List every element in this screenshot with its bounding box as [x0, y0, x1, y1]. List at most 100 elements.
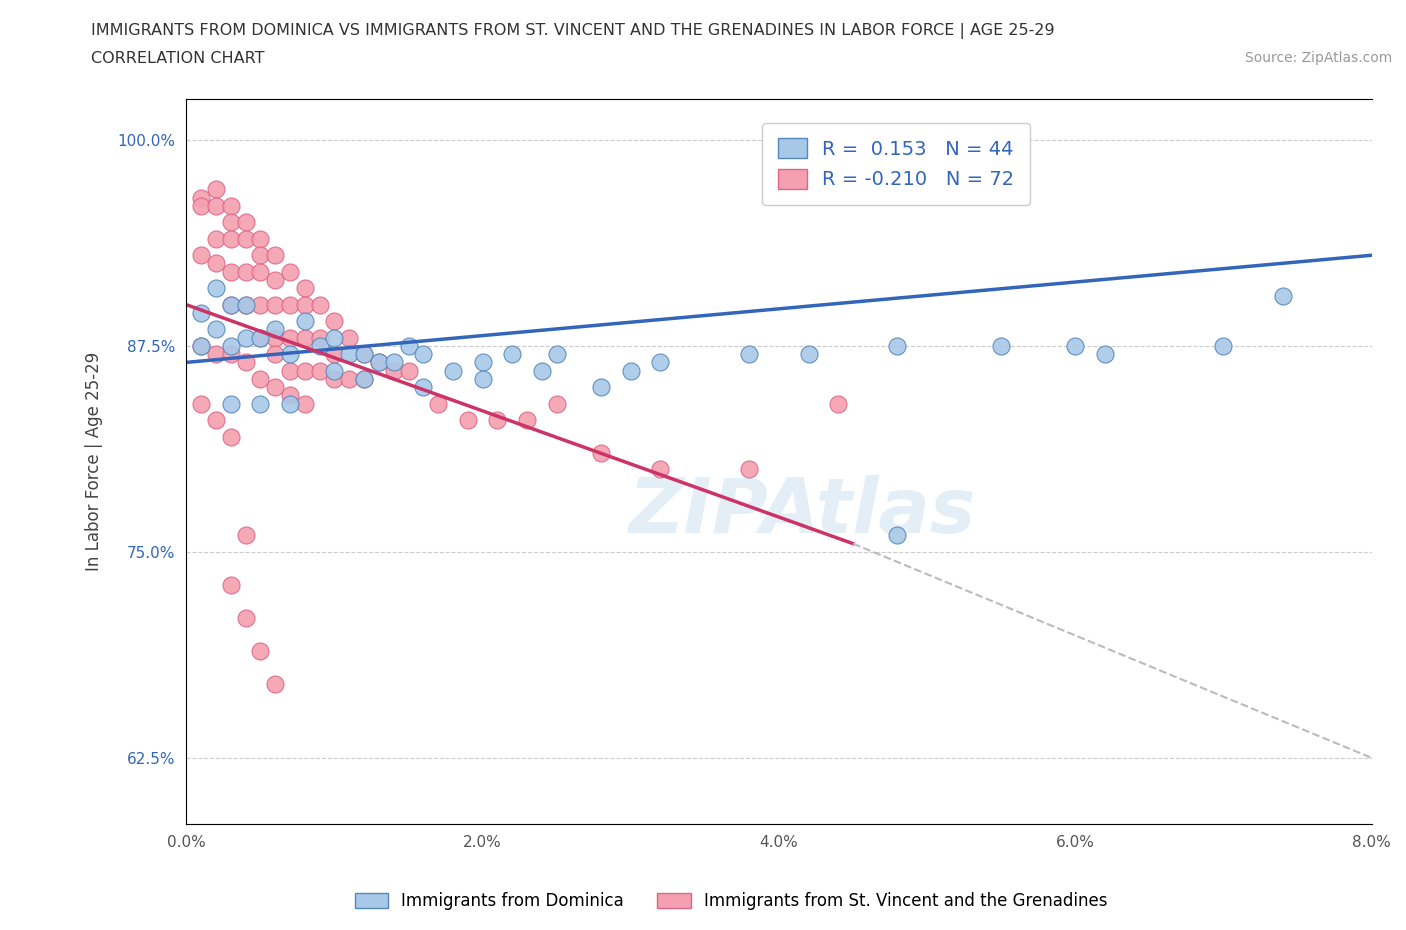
Point	[219, 339, 242, 353]
Point	[501, 347, 523, 362]
Point	[190, 198, 212, 213]
Point	[235, 232, 257, 246]
Point	[990, 339, 1012, 353]
Legend: Immigrants from Dominica, Immigrants from St. Vincent and the Grenadines: Immigrants from Dominica, Immigrants fro…	[349, 885, 1114, 917]
Point	[353, 347, 375, 362]
Point	[235, 355, 257, 370]
Point	[205, 322, 228, 337]
Point	[294, 313, 316, 328]
Point	[205, 198, 228, 213]
Point	[323, 330, 346, 345]
Point	[249, 371, 271, 386]
Point	[219, 298, 242, 312]
Point	[278, 298, 301, 312]
Point	[249, 644, 271, 658]
Point	[205, 413, 228, 428]
Point	[591, 379, 613, 394]
Point	[367, 355, 389, 370]
Point	[398, 364, 420, 379]
Point	[264, 298, 287, 312]
Point	[264, 330, 287, 345]
Point	[1271, 289, 1294, 304]
Point	[190, 247, 212, 262]
Point	[190, 190, 212, 205]
Point	[278, 388, 301, 403]
Point	[278, 330, 301, 345]
Text: IMMIGRANTS FROM DOMINICA VS IMMIGRANTS FROM ST. VINCENT AND THE GRENADINES IN LA: IMMIGRANTS FROM DOMINICA VS IMMIGRANTS F…	[91, 23, 1055, 39]
Point	[886, 528, 908, 543]
Point	[546, 396, 568, 411]
Legend: R =  0.153   N = 44, R = -0.210   N = 72: R = 0.153 N = 44, R = -0.210 N = 72	[762, 123, 1031, 205]
Point	[249, 330, 271, 345]
Point	[457, 413, 479, 428]
Point	[235, 215, 257, 230]
Point	[278, 264, 301, 279]
Point	[1094, 347, 1116, 362]
Point	[323, 313, 346, 328]
Point	[219, 198, 242, 213]
Point	[219, 264, 242, 279]
Point	[205, 256, 228, 271]
Text: CORRELATION CHART: CORRELATION CHART	[91, 51, 264, 66]
Point	[278, 364, 301, 379]
Point	[294, 364, 316, 379]
Point	[323, 347, 346, 362]
Point	[235, 298, 257, 312]
Point	[412, 347, 434, 362]
Point	[398, 339, 420, 353]
Point	[264, 247, 287, 262]
Point	[367, 355, 389, 370]
Y-axis label: In Labor Force | Age 25-29: In Labor Force | Age 25-29	[86, 352, 103, 571]
Point	[620, 364, 643, 379]
Point	[249, 247, 271, 262]
Point	[235, 298, 257, 312]
Point	[382, 364, 405, 379]
Point	[219, 347, 242, 362]
Point	[471, 371, 494, 386]
Point	[738, 347, 761, 362]
Point	[205, 281, 228, 296]
Point	[235, 528, 257, 543]
Point	[323, 371, 346, 386]
Point	[591, 445, 613, 460]
Point	[278, 347, 301, 362]
Point	[249, 396, 271, 411]
Point	[427, 396, 450, 411]
Point	[264, 322, 287, 337]
Point	[353, 347, 375, 362]
Point	[323, 364, 346, 379]
Point	[190, 339, 212, 353]
Point	[308, 298, 330, 312]
Point	[886, 339, 908, 353]
Point	[264, 379, 287, 394]
Point	[337, 371, 360, 386]
Point	[219, 396, 242, 411]
Point	[797, 347, 820, 362]
Point	[205, 347, 228, 362]
Point	[278, 396, 301, 411]
Point	[219, 429, 242, 444]
Point	[249, 264, 271, 279]
Point	[294, 281, 316, 296]
Point	[516, 413, 538, 428]
Point	[308, 364, 330, 379]
Point	[190, 305, 212, 320]
Point	[650, 462, 672, 477]
Point	[249, 298, 271, 312]
Point	[337, 347, 360, 362]
Point	[264, 272, 287, 287]
Point	[530, 364, 553, 379]
Point	[294, 396, 316, 411]
Point	[738, 462, 761, 477]
Point	[1064, 339, 1087, 353]
Text: ZIPAtlas: ZIPAtlas	[628, 475, 976, 549]
Point	[486, 413, 509, 428]
Point	[249, 330, 271, 345]
Point	[294, 330, 316, 345]
Point	[190, 339, 212, 353]
Point	[205, 182, 228, 197]
Point	[412, 379, 434, 394]
Point	[546, 347, 568, 362]
Point	[650, 355, 672, 370]
Point	[219, 578, 242, 592]
